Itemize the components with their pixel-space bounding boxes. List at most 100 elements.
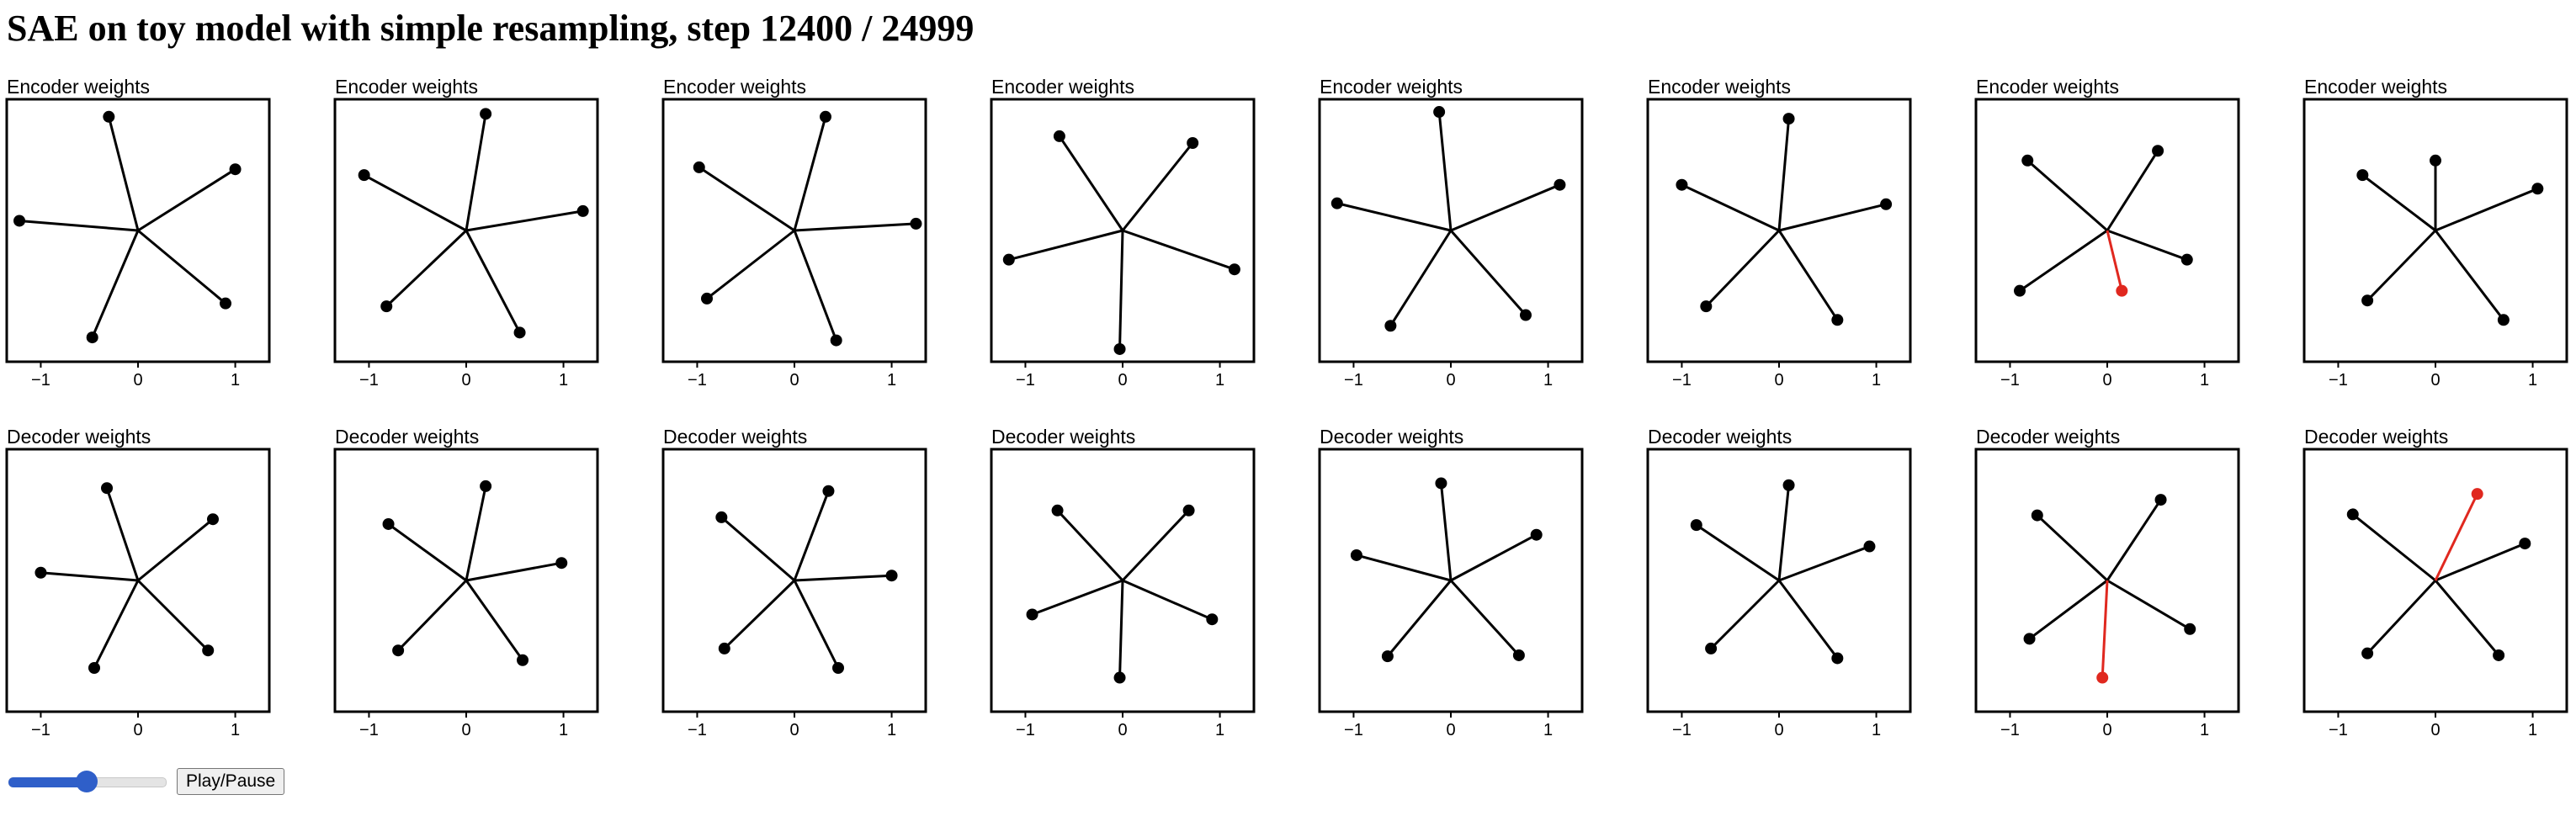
weight-point <box>1863 540 1876 553</box>
weight-point <box>576 204 589 217</box>
weight-point <box>885 570 898 582</box>
panel-title: Encoder weights <box>991 76 1135 98</box>
weight-vector <box>1777 580 1839 660</box>
vector-plot: −1 0 1 <box>661 448 927 739</box>
weight-point <box>819 110 831 123</box>
x-tick-label: 0 <box>461 721 470 739</box>
weight-vector <box>698 166 795 232</box>
weight-vector <box>465 230 521 334</box>
vector-plot: −1 0 1 <box>661 98 927 389</box>
panel-title: Encoder weights <box>1648 76 1792 98</box>
weight-vector <box>2106 229 2188 262</box>
weight-vector <box>793 490 830 581</box>
weight-vector <box>465 561 562 582</box>
weight-vector <box>40 571 139 582</box>
weight-point <box>13 215 26 227</box>
weight-point <box>2023 633 2036 645</box>
weight-vector <box>706 229 795 300</box>
weight-point <box>693 161 705 173</box>
weight-point <box>358 169 370 182</box>
weight-vector <box>1450 533 1538 582</box>
weight-vector <box>1058 135 1124 231</box>
weight-point <box>1002 253 1015 266</box>
vector-plot: −1 0 1 <box>2302 98 2568 389</box>
weight-vector <box>2106 230 2123 291</box>
x-tick-label: 0 <box>1446 721 1455 739</box>
x-tick-label: 1 <box>2528 721 2537 739</box>
weight-point <box>101 482 114 495</box>
weight-point <box>1026 608 1038 621</box>
weight-point <box>1187 137 1199 149</box>
weight-vector <box>1695 523 1780 582</box>
weight-vector <box>137 518 214 582</box>
weight-vector <box>2366 229 2437 302</box>
slider-fill <box>8 777 88 787</box>
weight-vector <box>2026 159 2108 232</box>
step-slider[interactable] <box>7 770 168 792</box>
x-tick-label: −1 <box>1344 371 1363 389</box>
weights-panel: Encoder weights −1 0 1 <box>1318 76 1606 412</box>
weight-vector <box>1008 229 1123 262</box>
weight-vector <box>91 230 140 338</box>
weight-point <box>1350 548 1362 561</box>
x-tick-label: 1 <box>2200 721 2209 739</box>
weight-vector <box>2101 580 2109 678</box>
panel-title: Decoder weights <box>2304 426 2449 448</box>
x-tick-label: −1 <box>1016 371 1035 389</box>
weight-point <box>2096 671 2109 684</box>
vector-plot: −1 0 1 <box>990 448 1256 739</box>
panel-title: Decoder weights <box>991 426 1136 448</box>
weight-point <box>2031 509 2043 522</box>
vector-plot: −1 0 1 <box>1646 98 1912 389</box>
weight-vector <box>793 116 827 231</box>
x-tick-label: 1 <box>1543 721 1553 739</box>
weight-vector <box>2019 229 2108 292</box>
weight-point <box>1554 178 1566 191</box>
weight-point <box>1831 314 1844 326</box>
play-pause-button[interactable]: Play/Pause <box>177 768 285 795</box>
x-tick-label: −1 <box>2000 371 2020 389</box>
weight-vector <box>137 167 236 232</box>
slider-thumb[interactable] <box>76 771 98 792</box>
weight-point <box>1051 504 1064 517</box>
weight-point <box>1782 113 1795 125</box>
weight-point <box>1113 671 1126 684</box>
weight-point <box>86 331 98 344</box>
weight-vector <box>363 173 467 232</box>
weight-point <box>1435 477 1447 490</box>
weight-point <box>1831 652 1844 665</box>
weight-vector <box>1705 229 1781 308</box>
panel-title: Decoder weights <box>1320 426 1464 448</box>
weight-point <box>701 292 713 305</box>
weight-point <box>2346 508 2359 521</box>
weight-point <box>1384 320 1397 332</box>
weights-panel: Decoder weights −1 0 1 <box>990 426 1277 762</box>
weight-vector <box>1118 230 1124 350</box>
weight-vector <box>1449 230 1527 316</box>
weight-point <box>2152 145 2164 157</box>
weight-point <box>1433 106 1446 119</box>
weight-vector <box>136 579 210 652</box>
weights-panel: Encoder weights −1 0 1 <box>990 76 1277 412</box>
weight-vector <box>2106 499 2162 581</box>
x-tick-label: −1 <box>31 371 50 389</box>
x-tick-label: −1 <box>2329 371 2348 389</box>
weights-panel: Decoder weights −1 0 1 <box>5 426 293 762</box>
weight-vector <box>1122 229 1235 271</box>
x-tick-label: 1 <box>231 721 240 739</box>
vector-plot: −1 0 1 <box>1974 448 2240 739</box>
x-tick-label: −1 <box>1344 721 1363 739</box>
panel-title: Encoder weights <box>663 76 807 98</box>
weight-vector <box>2106 150 2159 231</box>
weight-vector <box>105 487 140 581</box>
weight-point <box>220 297 231 310</box>
weight-vector <box>107 116 140 231</box>
panel-title: Encoder weights <box>1976 76 2120 98</box>
x-tick-label: 1 <box>887 371 896 389</box>
weight-point <box>229 163 242 176</box>
x-tick-label: −1 <box>688 371 707 389</box>
x-tick-label: 0 <box>1446 371 1455 389</box>
weight-vector <box>794 222 916 232</box>
weight-vector <box>1777 485 1791 581</box>
panel-title: Decoder weights <box>7 426 151 448</box>
